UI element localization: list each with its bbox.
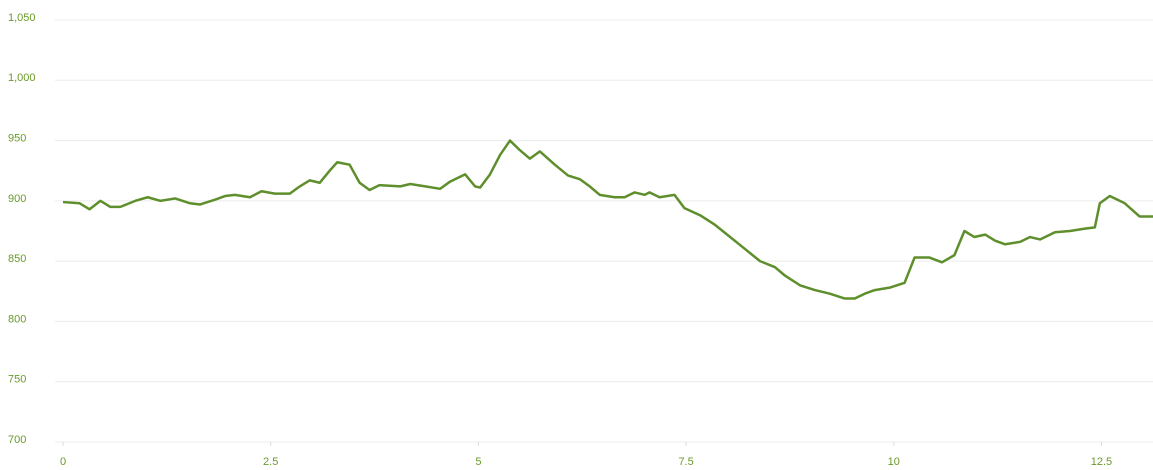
elevation-line	[62, 139, 1153, 300]
y-tick-label: 950	[8, 132, 26, 144]
x-tick-label: 0	[60, 456, 66, 468]
x-tick-label: 12.5	[1091, 456, 1112, 468]
y-tick-label: 700	[8, 434, 26, 446]
y-tick-label: 850	[8, 253, 26, 265]
x-tick-label: 5	[475, 456, 481, 468]
y-tick-label: 900	[8, 193, 26, 205]
y-tick-label: 750	[8, 374, 26, 386]
x-tick-label: 2.5	[263, 456, 278, 468]
y-tick-label: 1,050	[8, 12, 36, 24]
x-tick-label: 10	[888, 456, 900, 468]
y-tick-label: 1,000	[8, 72, 36, 84]
y-tick-label: 800	[8, 313, 26, 325]
x-tick-label: 7.5	[678, 456, 693, 468]
